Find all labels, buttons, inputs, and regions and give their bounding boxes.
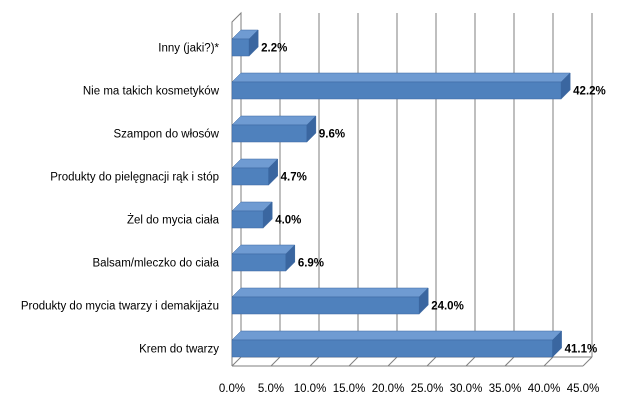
floor-gridline	[231, 356, 242, 367]
bar-end	[560, 72, 571, 100]
data-label: 6.9%	[298, 258, 324, 270]
floor-gridline	[309, 356, 320, 367]
bar-top	[231, 115, 317, 126]
bar	[231, 124, 308, 143]
floor-gridline	[504, 356, 515, 367]
floor-gridline	[426, 356, 437, 367]
x-tick-label: 20.0%	[372, 383, 405, 395]
bar	[231, 339, 553, 358]
category-label: Szampon do włosów	[114, 129, 220, 141]
x-tick-label: 15.0%	[333, 383, 366, 395]
data-label: 4.7%	[281, 172, 307, 184]
category-label: Nie ma takich kosmetyków	[83, 86, 220, 98]
bar-top	[231, 244, 296, 255]
category-label: Żel do mycia ciała	[127, 214, 220, 227]
bar-top	[231, 287, 429, 298]
x-tick-label: 45.0%	[567, 383, 600, 395]
x-tick-label: 40.0%	[528, 383, 561, 395]
bar-end	[552, 330, 562, 358]
label-layer: 0.0% 5.0% 10.0% 15.0% 20.0% 25.0% 30.0% 35.0% 40…	[21, 43, 606, 396]
data-label: 42.2%	[573, 86, 606, 98]
bar-end	[268, 158, 278, 186]
floor-gridline	[348, 356, 359, 367]
bar-end	[306, 115, 317, 143]
x-tick-label: 0.0%	[219, 383, 245, 395]
x-tick-label: 25.0%	[411, 383, 444, 395]
bar-end	[248, 29, 259, 57]
bar-end	[262, 201, 273, 229]
bar-top	[231, 72, 571, 83]
x-tick-label: 30.0%	[450, 383, 483, 395]
floor-gridline	[387, 356, 398, 367]
floor-gridline	[543, 356, 554, 367]
data-label: 41.1%	[565, 344, 598, 356]
bar-end	[418, 287, 429, 315]
x-tick-label: 10.0%	[294, 383, 327, 395]
bar	[231, 253, 287, 272]
category-label: Produkty do mycia twarzy i demakijażu	[21, 301, 219, 313]
x-tick-label: 35.0%	[489, 383, 522, 395]
data-label: 4.0%	[275, 215, 301, 227]
data-label: 2.2%	[261, 43, 287, 55]
data-label: 9.6%	[319, 129, 345, 141]
bar	[231, 210, 264, 229]
x-tick-label: 5.0%	[258, 383, 284, 395]
floor-gridline	[582, 356, 593, 367]
bar-end	[285, 244, 296, 272]
bar	[231, 81, 562, 100]
category-label: Produkty do pielęgnacji rąk i stóp	[50, 172, 219, 184]
category-label: Balsam/mleczko do ciała	[92, 258, 219, 270]
floor-gridline	[270, 356, 281, 367]
bar	[231, 167, 269, 186]
bar	[231, 38, 250, 57]
floor-gridline	[465, 356, 476, 367]
bar	[231, 296, 420, 315]
category-label: Inny (jaki?)*	[158, 43, 219, 55]
category-label: Krem do twarzy	[139, 344, 219, 356]
bar-layer	[231, 29, 571, 358]
data-label: 24.0%	[431, 301, 464, 313]
bar-top	[231, 330, 563, 341]
